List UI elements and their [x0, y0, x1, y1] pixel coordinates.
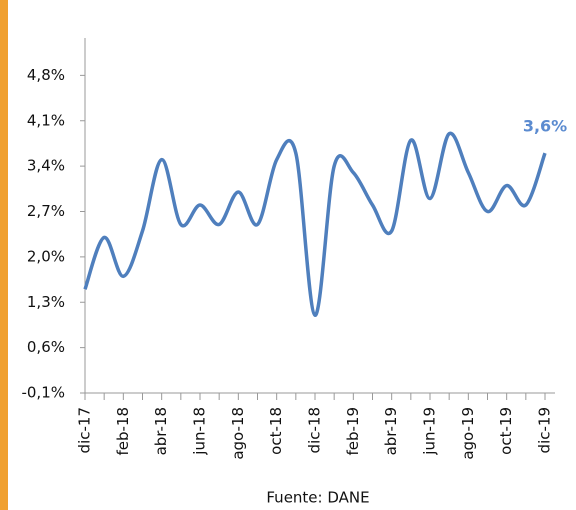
x-tick-label: dic-17	[76, 407, 94, 453]
data-label: 3,6%	[523, 117, 567, 136]
line	[83, 131, 547, 317]
y-tick-label: 4,1%	[27, 111, 65, 129]
x-tick-label: feb-19	[344, 407, 362, 456]
x-tick-label: dic-19	[536, 407, 554, 453]
side-stripe	[0, 0, 8, 510]
x-tick-label: ago-19	[459, 407, 477, 460]
x-tick-label: ago-18	[229, 407, 247, 460]
x-tick-label: abr-19	[382, 407, 400, 455]
x-tick-label: oct-19	[497, 407, 515, 455]
source: Fuente: DANE	[266, 489, 369, 507]
x-tick-label: jun-19	[421, 407, 439, 456]
y-tick-label: 1,3%	[27, 293, 65, 311]
x-tick-label: oct-18	[267, 407, 285, 455]
x-tick-label: abr-18	[152, 407, 170, 455]
x-tick-label: dic-18	[306, 407, 324, 453]
y-tick-label: 2,0%	[27, 247, 65, 265]
y-tick-label: 3,4%	[27, 157, 65, 175]
y-tick-label: 4,8%	[27, 66, 65, 84]
y-tick-label: -0,1%	[21, 384, 65, 402]
y-tick-label: 2,7%	[27, 202, 65, 220]
x-tick-label: jun-18	[191, 407, 209, 456]
x-tick-label: feb-18	[114, 407, 132, 456]
y-tick-label: 0,6%	[27, 338, 65, 356]
